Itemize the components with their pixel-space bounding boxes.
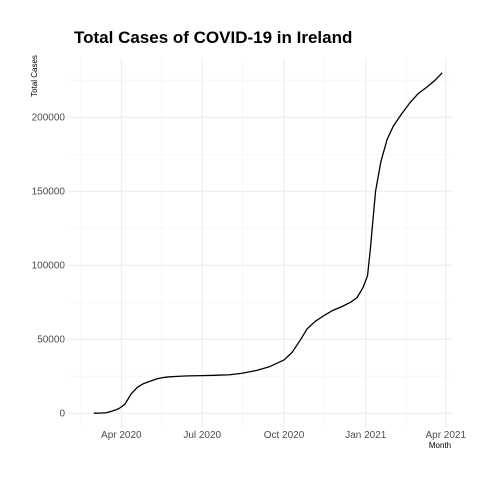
plot-area: [93, 72, 443, 414]
x-axis-label: Month: [429, 441, 451, 450]
x-tick-label: Jul 2020: [183, 430, 221, 441]
x-tick-label: Apr 2020: [101, 430, 142, 441]
y-axis-label: Total Cases: [30, 55, 39, 97]
grid: [68, 58, 452, 428]
y-tick-label: 0: [59, 409, 65, 420]
y-tick-label: 150000: [32, 187, 66, 198]
x-tick-label: Apr 2021: [425, 430, 466, 441]
y-axis: 0 50000 100000 150000 200000: [32, 113, 66, 420]
y-tick-label: 100000: [32, 261, 66, 272]
y-tick-label: 50000: [37, 335, 65, 346]
chart-title: Total Cases of COVID-19 in Ireland: [74, 28, 352, 47]
x-axis: Apr 2020 Jul 2020 Oct 2020 Jan 2021 Apr 2021: [101, 430, 466, 441]
x-tick-label: Oct 2020: [264, 430, 305, 441]
y-tick-label: 200000: [32, 113, 66, 124]
series-line: [93, 72, 443, 414]
x-tick-label: Jan 2021: [345, 430, 387, 441]
